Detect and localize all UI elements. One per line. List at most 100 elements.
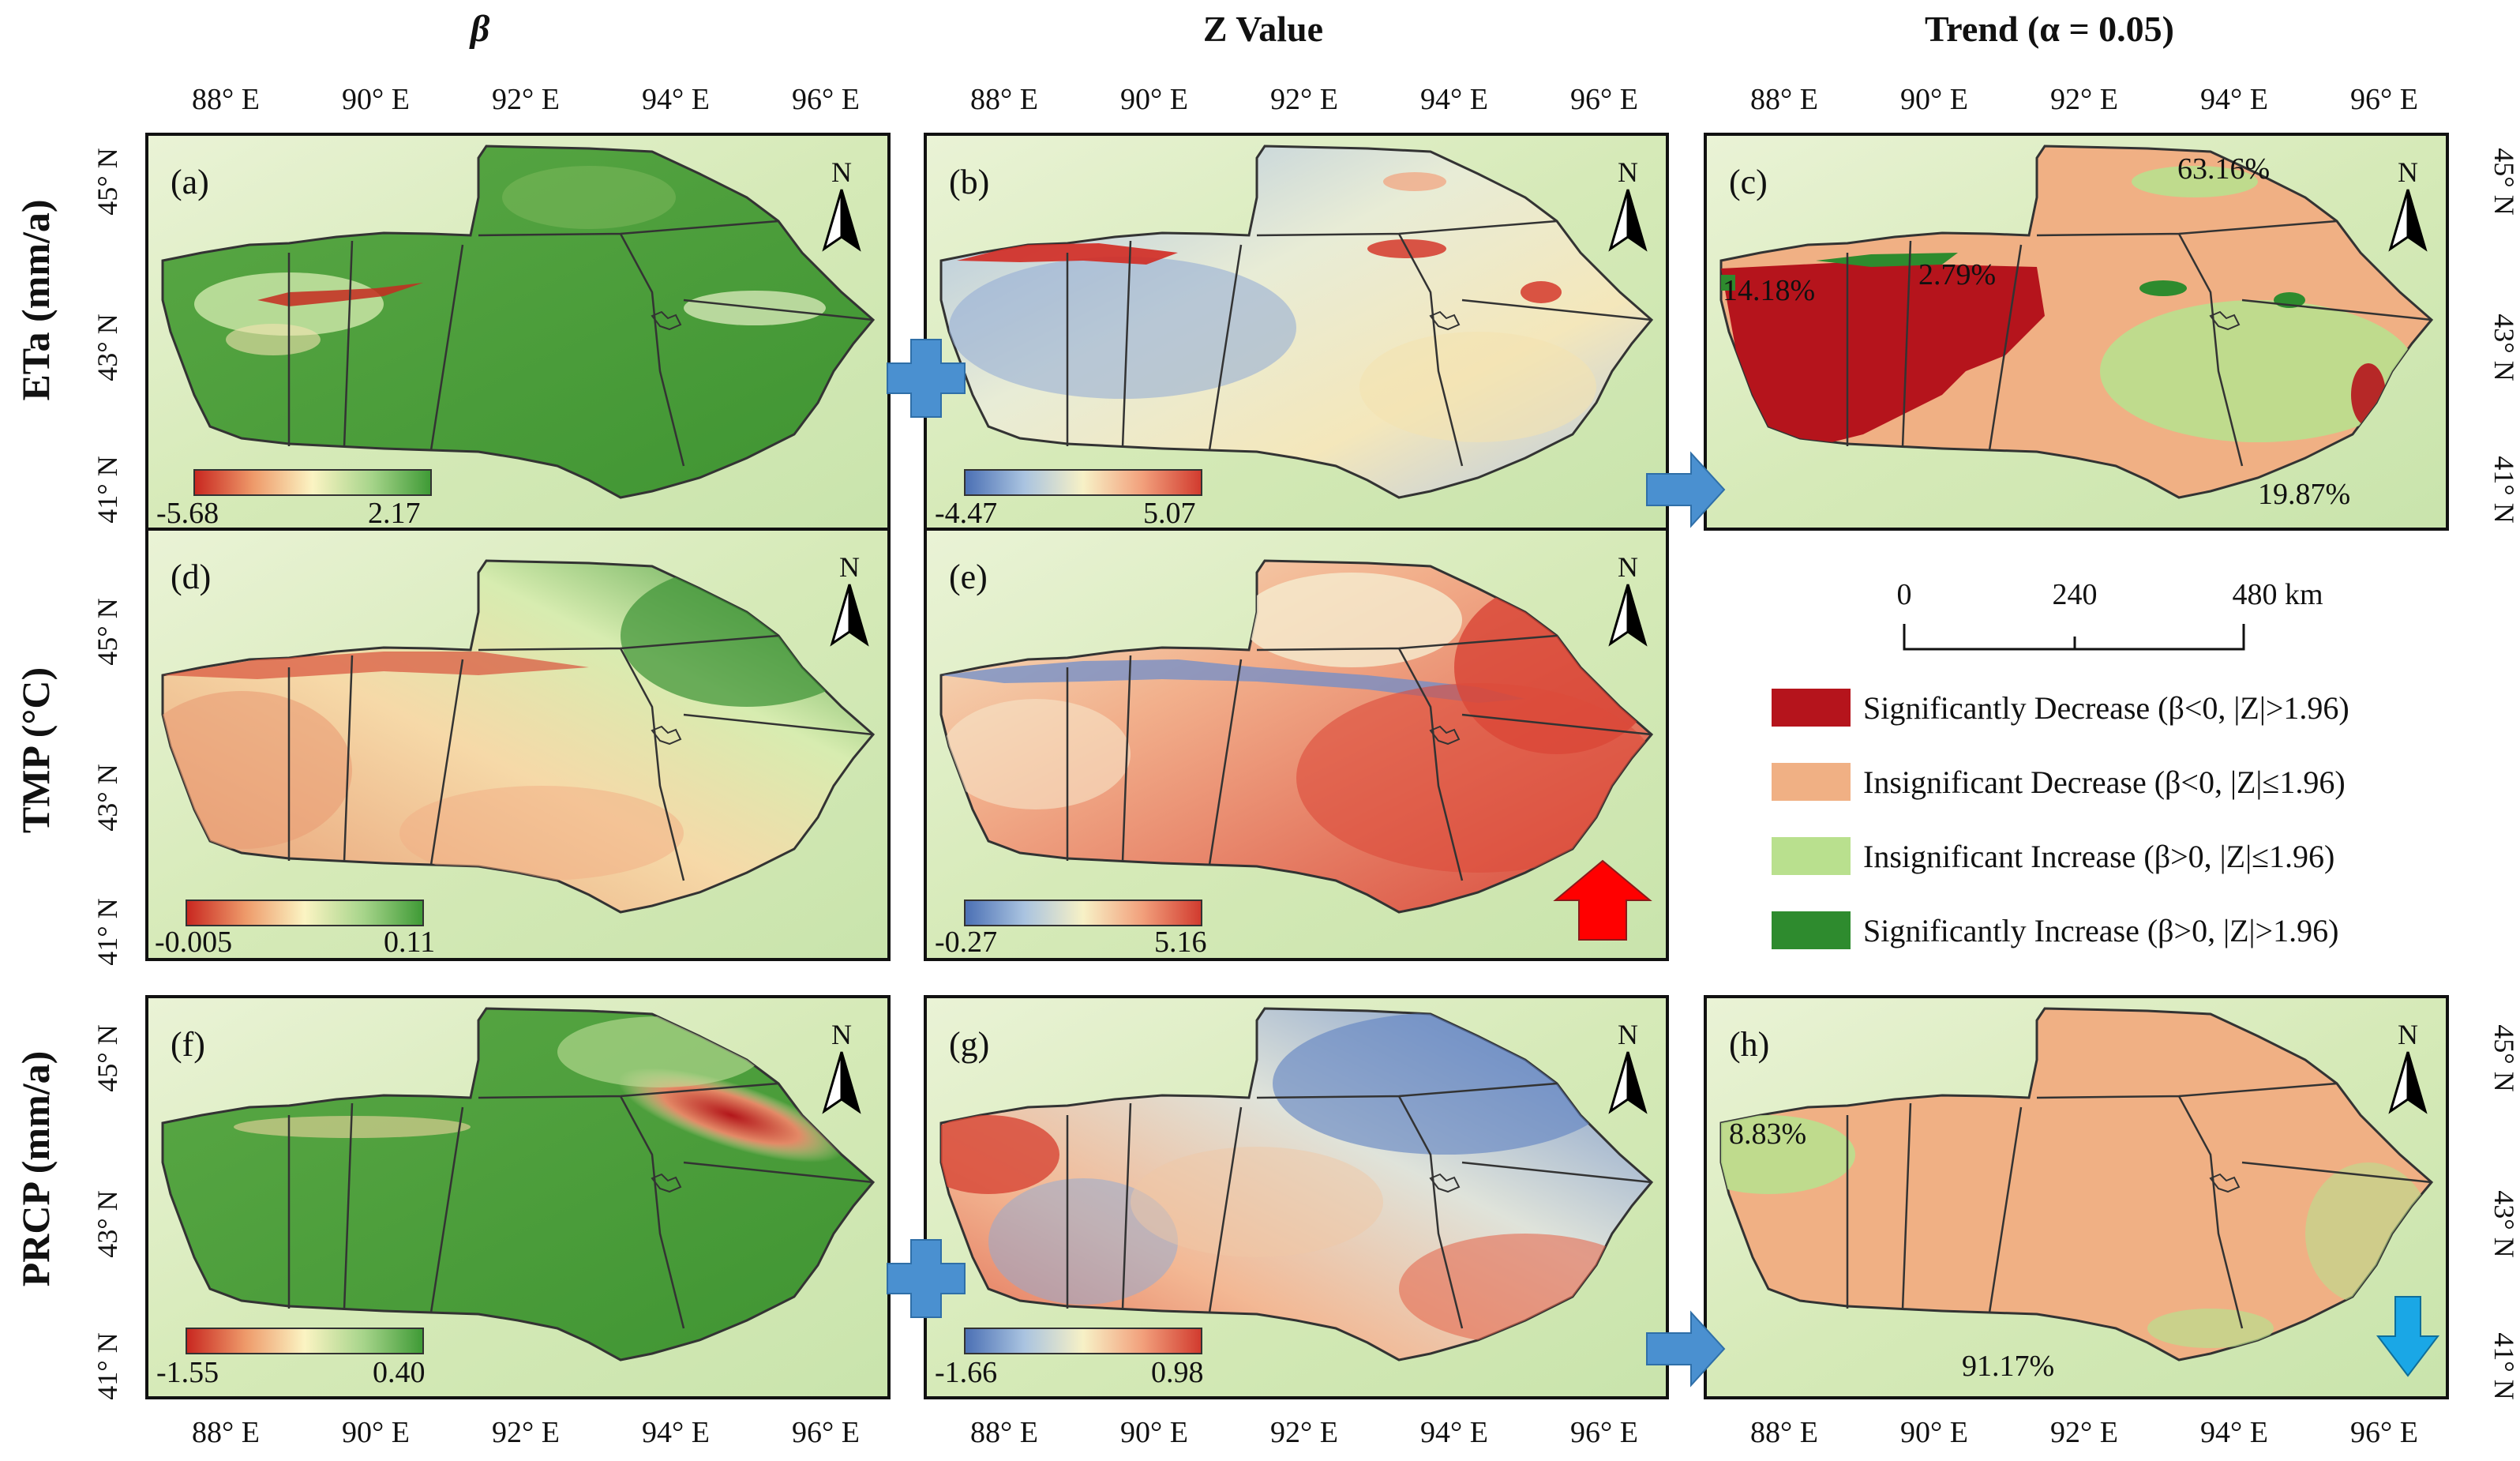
lon-label: 96° E [1570, 83, 1638, 116]
lat-label: 41° N [92, 1332, 123, 1399]
north-arrow-right [840, 189, 861, 252]
lon-label: 92° E [1270, 83, 1338, 116]
lon-label: 92° E [1270, 1416, 1338, 1449]
lat-labels-right: 45° N 43° N 41° N 45° N 43° N 41° N [2488, 148, 2520, 1399]
row-title-tmp: TMP (°C) [13, 667, 58, 833]
colorbar-min: -4.47 [935, 497, 997, 530]
colorbar-max: 5.16 [1154, 926, 1207, 959]
north-arrow: N [2388, 156, 2428, 252]
row-title-eta: ETa (mm/a) [13, 199, 58, 400]
panel-label: (a) [171, 163, 209, 201]
lat-label: 43° N [92, 314, 123, 381]
colorbar-max: 0.40 [373, 1356, 426, 1389]
panel-e: (e) N -0.27 5.16 [924, 528, 1669, 961]
row-title-prcp: PRCP (mm/a) [13, 1051, 58, 1287]
lon-label: 96° E [2350, 1416, 2418, 1449]
lon-label: 90° E [342, 83, 410, 116]
colorbar: -1.55 0.40 [156, 1328, 426, 1389]
lon-label: 96° E [792, 83, 860, 116]
lake-outline [1429, 725, 1461, 746]
north-label: N [1618, 551, 1638, 583]
plus-icon [887, 1239, 966, 1318]
north-arrow-right [2406, 189, 2428, 252]
lat-label: 43° N [2488, 314, 2520, 381]
scale-bar-line [1903, 624, 2245, 651]
north-arrow: N [1608, 1019, 1648, 1114]
plus-operator-top [887, 339, 966, 418]
scale-tick-label: 240 [2053, 578, 2098, 611]
north-label: N [1618, 1019, 1638, 1050]
colorbar-ramp [186, 900, 424, 926]
north-label: N [1618, 156, 1638, 188]
basin-boundaries [1066, 634, 1652, 881]
lake-outline [2209, 1173, 2241, 1193]
colorbar-ramp [964, 469, 1202, 496]
panel-b: (b) N -4.47 5.07 [924, 133, 1669, 531]
north-arrow-right [1626, 584, 1648, 647]
pct-label: 19.87% [2258, 478, 2350, 511]
lat-label: 41° N [2488, 1332, 2520, 1399]
north-label: N [839, 551, 860, 583]
column-title-trend: Trend (α = 0.05) [1925, 9, 2174, 49]
north-label: N [831, 1019, 852, 1050]
pct-label: 91.17% [1962, 1350, 2054, 1383]
lon-label: 90° E [1120, 83, 1188, 116]
colorbar-ramp [186, 1328, 424, 1354]
legend-swatch [1772, 837, 1851, 875]
panel-label: (c) [1729, 163, 1768, 201]
basin-boundaries [287, 1082, 874, 1329]
north-label: N [831, 156, 852, 188]
lon-label: 96° E [2350, 83, 2418, 116]
lat-label: 43° N [92, 1190, 123, 1257]
pct-label: 8.83% [1729, 1117, 1806, 1151]
north-arrow-right [840, 1051, 861, 1114]
north-arrow: N [1608, 551, 1648, 647]
lon-label: 90° E [1900, 83, 1968, 116]
north-arrow: N [822, 156, 861, 252]
lon-label: 92° E [492, 83, 560, 116]
decrease-arrow-icon [2376, 1296, 2440, 1377]
north-arrow-right [2406, 1051, 2428, 1114]
colorbar: -4.47 5.07 [935, 469, 1202, 530]
lon-label: 92° E [2050, 83, 2118, 116]
colorbar-min: -0.005 [155, 926, 232, 959]
lon-label: 88° E [192, 83, 260, 116]
colorbar-min: -1.66 [935, 1356, 997, 1389]
colorbar-ramp [964, 1328, 1202, 1354]
colorbar-max: 5.07 [1143, 497, 1196, 530]
panel-f: (f) N -1.55 0.40 [145, 995, 891, 1399]
north-arrow-right [1626, 189, 1648, 252]
pct-label: 14.18% [1723, 274, 1815, 307]
panel-label: (f) [171, 1025, 205, 1064]
north-label: N [2398, 1019, 2418, 1050]
legend: Significantly Decrease (β<0, |Z|>1.96) I… [1772, 689, 2349, 949]
panel-d: (d) N -0.005 0.11 [145, 528, 891, 961]
panel-label: (h) [1729, 1025, 1769, 1064]
scale-tick-label: 0 [1897, 578, 1912, 611]
colorbar-max: 0.11 [384, 926, 435, 959]
colorbar: -5.68 2.17 [156, 469, 432, 530]
lon-label: 88° E [1750, 1416, 1818, 1449]
legend-item: Significantly Increase (β>0, |Z|>1.96) [1772, 911, 2338, 949]
arrow-right-icon [1646, 451, 1726, 528]
scale-bar: 0 240 480 km [1897, 578, 2323, 651]
legend-item: Insignificant Increase (β>0, |Z|≤1.96) [1772, 837, 2334, 875]
panel-c: (c) 63.16% 14.18% 2.79% 19.87% N [1704, 133, 2449, 531]
lon-label: 88° E [1750, 83, 1818, 116]
lon-label: 88° E [970, 1416, 1038, 1449]
lake-outline [1429, 1173, 1461, 1193]
lon-labels-bottom: 88° E 90° E 92° E 94° E 96° E 88° E 90° … [192, 1416, 2418, 1449]
colorbar-min: -0.27 [935, 926, 997, 959]
panel-label: (d) [171, 558, 211, 596]
lat-label: 41° N [2488, 456, 2520, 523]
lake-outline [2209, 310, 2241, 331]
north-arrow: N [830, 551, 869, 647]
basin-boundaries [1846, 220, 2432, 467]
legend-item: Significantly Decrease (β<0, |Z|>1.96) [1772, 689, 2349, 727]
lat-label: 45° N [2488, 1024, 2520, 1091]
lon-label: 94° E [642, 83, 710, 116]
colorbar-max: 2.17 [368, 497, 421, 530]
lon-label: 92° E [492, 1416, 560, 1449]
legend-swatch [1772, 911, 1851, 949]
